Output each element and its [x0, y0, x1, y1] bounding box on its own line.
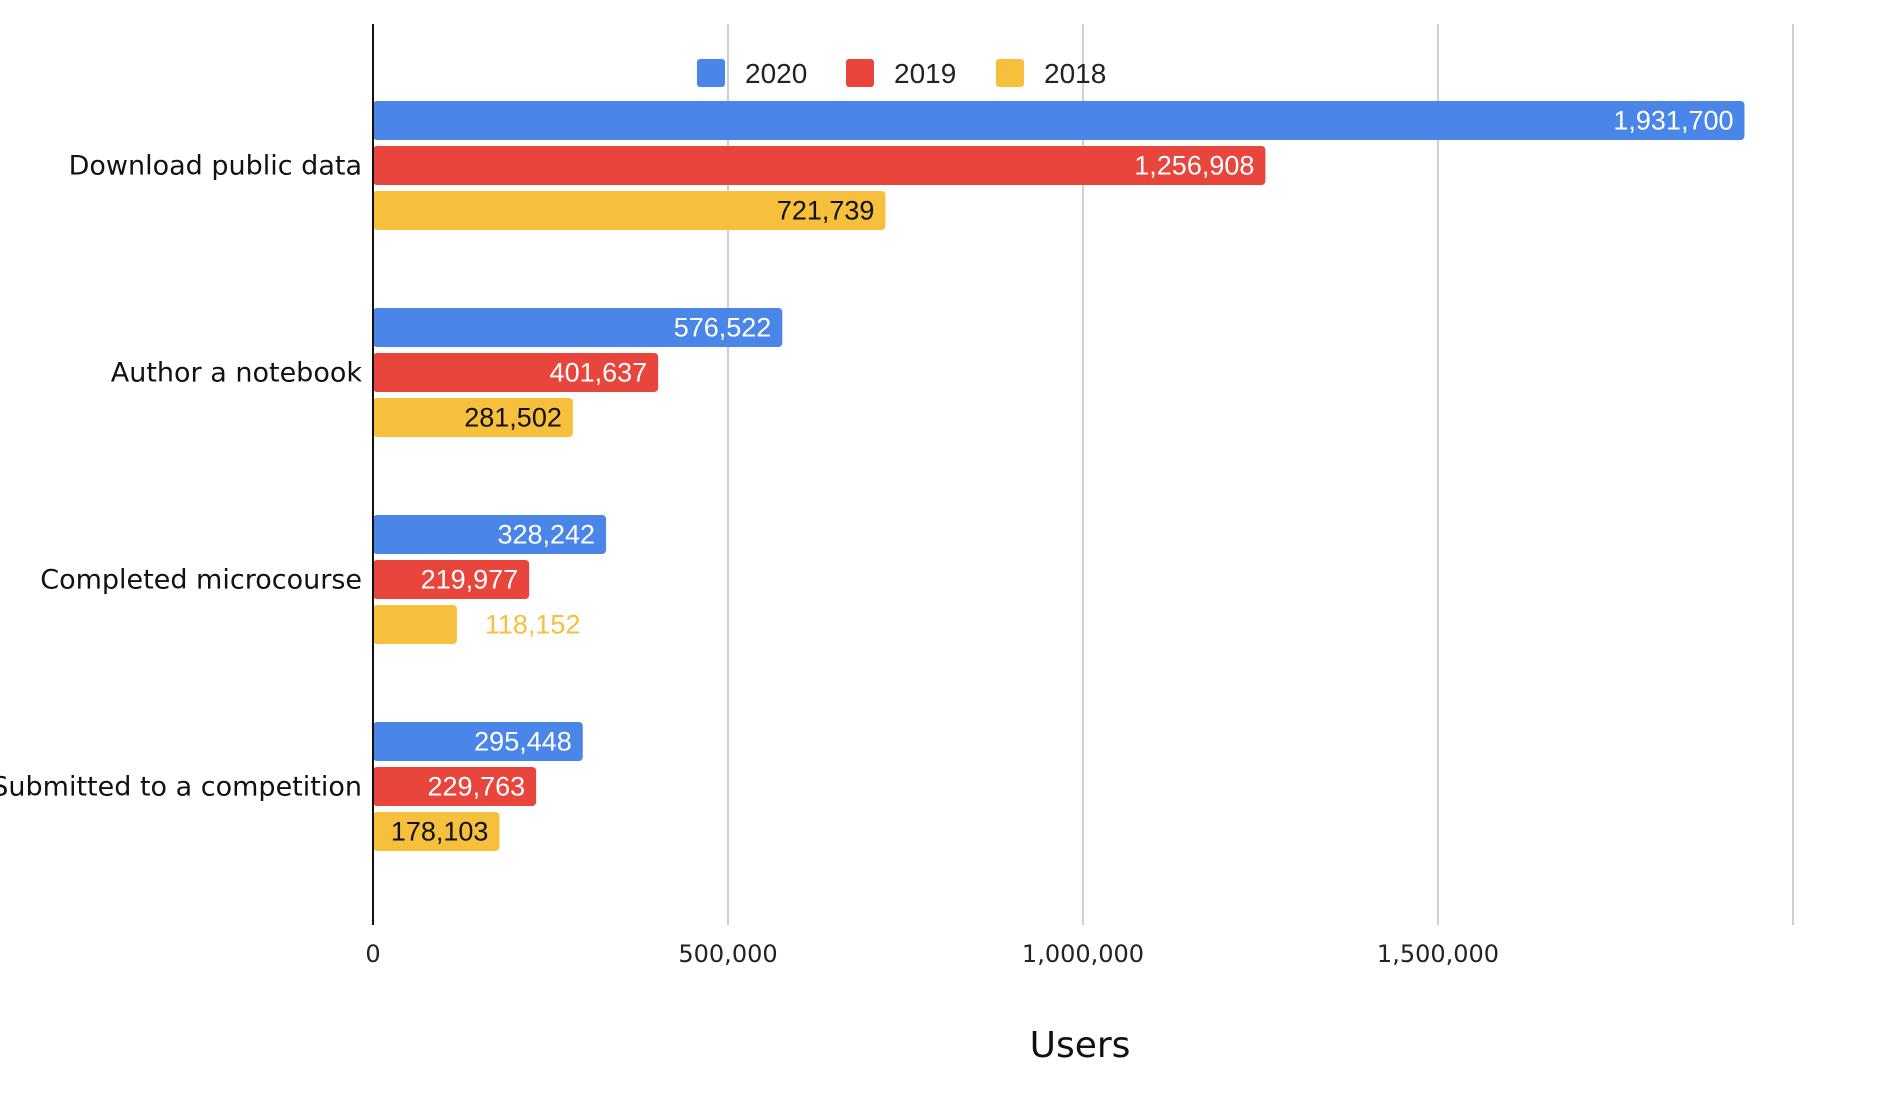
- data-label: 1,931,700: [1613, 106, 1733, 136]
- category-label: Completed microcourse: [40, 565, 362, 596]
- data-label: 281,502: [464, 403, 562, 433]
- data-label: 576,522: [674, 313, 772, 343]
- data-label: 295,448: [474, 727, 572, 757]
- bar-2018[interactable]: [373, 191, 886, 230]
- x-tick-label: 0: [365, 940, 380, 968]
- x-tick-label: 500,000: [678, 940, 777, 968]
- data-label: 118,152: [485, 610, 581, 640]
- category-label: Author a notebook: [111, 358, 363, 389]
- x-axis-title: Users: [1030, 1025, 1131, 1066]
- bar-2020[interactable]: [373, 515, 607, 554]
- legend-label: 2018: [1044, 58, 1106, 89]
- category-label: Submitted to a competition: [0, 772, 362, 803]
- data-label: 721,739: [777, 196, 875, 226]
- legend-swatch: [697, 59, 725, 87]
- bar-2020[interactable]: [373, 722, 583, 761]
- data-label: 1,256,908: [1134, 151, 1254, 181]
- category-label: Download public data: [69, 151, 362, 182]
- legend-swatch: [846, 59, 874, 87]
- legend-label: 2020: [745, 58, 807, 89]
- legend-label: 2019: [894, 58, 956, 89]
- bar-2019[interactable]: [373, 767, 537, 806]
- bar-2020[interactable]: [373, 308, 783, 347]
- x-tick-label: 1,000,000: [1022, 940, 1144, 968]
- bar-2018[interactable]: [373, 605, 457, 644]
- data-label: 328,242: [497, 520, 595, 550]
- x-tick-label: 1,500,000: [1377, 940, 1499, 968]
- data-label: 229,763: [428, 772, 526, 802]
- data-label: 219,977: [421, 565, 519, 595]
- bar-2020[interactable]: [373, 101, 1745, 140]
- bar-2018[interactable]: [373, 812, 500, 851]
- data-label: 178,103: [391, 817, 489, 847]
- legend-swatch: [996, 59, 1024, 87]
- bar-2019[interactable]: [373, 560, 530, 599]
- bar-2019[interactable]: [373, 353, 659, 392]
- bar-2018[interactable]: [373, 398, 573, 437]
- data-label: 401,637: [550, 358, 648, 388]
- bar-2019[interactable]: [373, 146, 1266, 185]
